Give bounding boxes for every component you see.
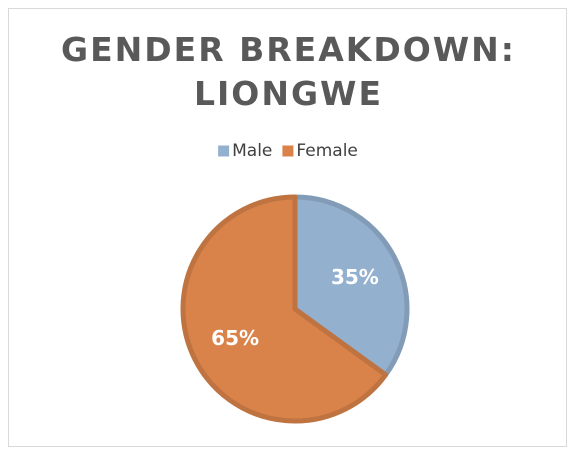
- legend-label: Female: [296, 141, 357, 161]
- value-label: 65%: [211, 326, 259, 350]
- pie-slice: [292, 194, 410, 378]
- legend-swatch: [218, 145, 230, 157]
- chart-title: GENDER BREAKDOWN: LIONGWE: [61, 30, 516, 113]
- legend-label: Male: [232, 141, 272, 161]
- chart-frame: [8, 8, 567, 447]
- pie-slice: [180, 194, 389, 424]
- legend-swatch: [282, 145, 294, 157]
- value-label: 35%: [331, 265, 379, 289]
